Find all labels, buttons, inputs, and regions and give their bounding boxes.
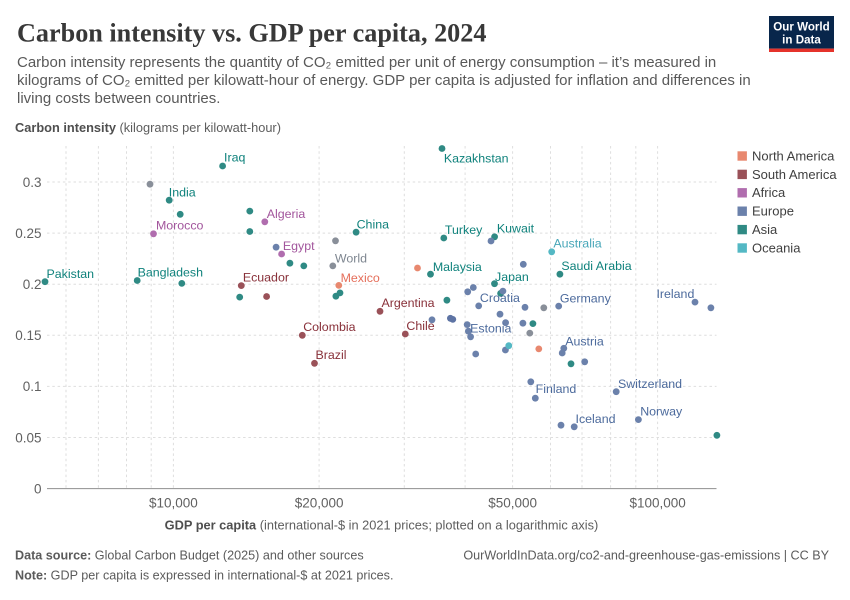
- svg-text:Carbon intensity vs. GDP per c: Carbon intensity vs. GDP per capita, 202…: [17, 19, 486, 48]
- svg-text:Colombia: Colombia: [303, 320, 355, 334]
- svg-text:North America: North America: [752, 148, 835, 163]
- svg-text:Estonia: Estonia: [470, 322, 511, 336]
- svg-text:$10,000: $10,000: [149, 496, 198, 511]
- svg-text:Finland: Finland: [536, 382, 577, 396]
- svg-text:World: World: [335, 251, 367, 265]
- svg-text:Oceania: Oceania: [752, 240, 801, 255]
- svg-text:Turkey: Turkey: [445, 223, 483, 237]
- svg-text:living costs between countries: living costs between countries.: [17, 90, 220, 107]
- svg-text:Ecuador: Ecuador: [243, 270, 289, 284]
- svg-text:Kazakhstan: Kazakhstan: [444, 152, 509, 166]
- svg-text:Mexico: Mexico: [341, 271, 380, 285]
- svg-text:India: India: [169, 185, 196, 199]
- svg-text:Europe: Europe: [752, 204, 794, 219]
- svg-text:Bangladesh: Bangladesh: [138, 266, 204, 280]
- svg-text:$20,000: $20,000: [295, 496, 344, 511]
- svg-text:Carbon intensity represents th: Carbon intensity represents the quantity…: [17, 54, 716, 71]
- svg-text:OurWorldInData.org/co2-and-gre: OurWorldInData.org/co2-and-greenhouse-ga…: [463, 549, 829, 563]
- svg-text:Africa: Africa: [752, 185, 786, 200]
- svg-text:Austria: Austria: [565, 335, 604, 349]
- svg-text:Our World: Our World: [773, 21, 829, 34]
- svg-text:Croatia: Croatia: [480, 291, 520, 305]
- svg-text:0.3: 0.3: [23, 175, 42, 190]
- svg-text:Algeria: Algeria: [267, 207, 306, 221]
- svg-text:Data source: Global Carbon Bud: Data source: Global Carbon Budget (2025)…: [15, 549, 364, 563]
- svg-text:Iceland: Iceland: [576, 412, 616, 426]
- svg-text:Pakistan: Pakistan: [47, 267, 95, 281]
- svg-text:Malaysia: Malaysia: [433, 260, 482, 274]
- svg-text:Kuwait: Kuwait: [497, 222, 535, 236]
- svg-text:Chile: Chile: [406, 319, 434, 333]
- svg-text:GDP per capita (international-: GDP per capita (international-$ in 2021 …: [165, 518, 599, 533]
- svg-text:kilograms of CO₂ emitted per k: kilograms of CO₂ emitted per kilowatt-ho…: [17, 72, 751, 89]
- svg-text:Japan: Japan: [495, 270, 529, 284]
- svg-text:Switzerland: Switzerland: [618, 377, 682, 391]
- svg-text:$100,000: $100,000: [629, 496, 685, 511]
- svg-text:Morocco: Morocco: [156, 219, 204, 233]
- svg-text:Asia: Asia: [752, 222, 778, 237]
- svg-text:Iraq: Iraq: [224, 151, 245, 165]
- svg-text:Germany: Germany: [560, 292, 612, 306]
- svg-text:0.15: 0.15: [15, 328, 41, 343]
- svg-text:Egypt: Egypt: [283, 239, 315, 253]
- svg-text:Carbon intensity (kilograms pe: Carbon intensity (kilograms per kilowatt…: [15, 120, 281, 135]
- svg-text:$50,000: $50,000: [488, 496, 537, 511]
- svg-text:Argentina: Argentina: [381, 296, 434, 310]
- svg-text:0.25: 0.25: [15, 226, 41, 241]
- svg-text:in Data: in Data: [782, 33, 821, 46]
- svg-text:Norway: Norway: [640, 405, 683, 419]
- svg-text:0.1: 0.1: [23, 379, 42, 394]
- svg-text:Ireland: Ireland: [656, 287, 694, 301]
- svg-text:0.2: 0.2: [23, 277, 42, 292]
- svg-text:China: China: [357, 217, 389, 231]
- svg-text:Brazil: Brazil: [316, 348, 347, 362]
- svg-text:0: 0: [34, 481, 42, 496]
- svg-text:0.05: 0.05: [15, 430, 41, 445]
- svg-text:Australia: Australia: [553, 237, 601, 251]
- svg-text:South America: South America: [752, 167, 837, 182]
- svg-text:Saudi Arabia: Saudi Arabia: [561, 259, 631, 273]
- svg-text:Note: GDP per capita is expres: Note: GDP per capita is expressed in int…: [15, 569, 393, 583]
